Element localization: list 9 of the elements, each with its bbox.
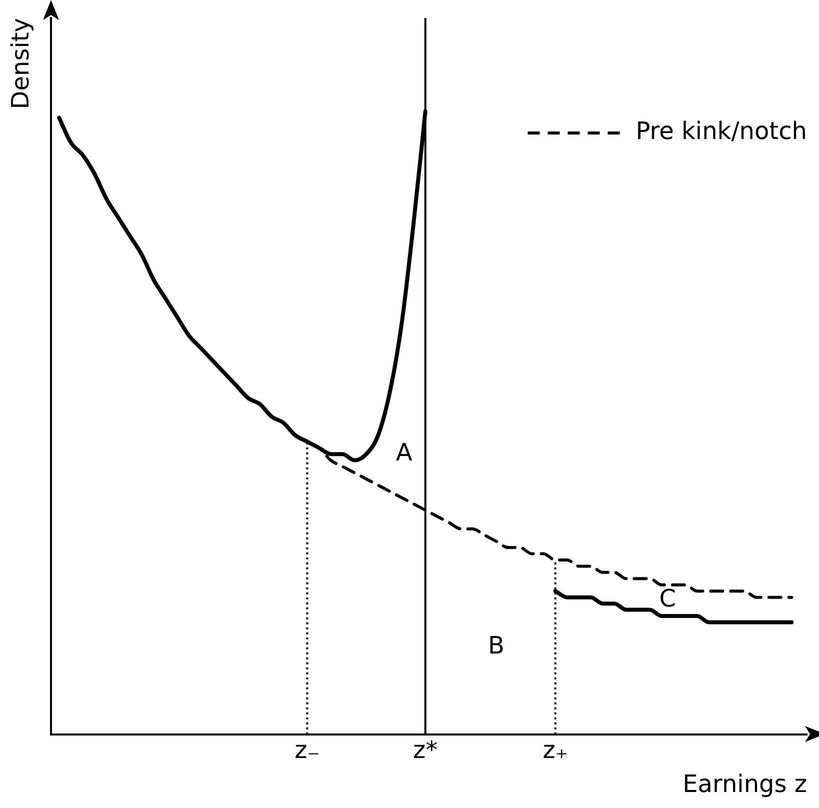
- y-axis-title: Density: [6, 18, 35, 110]
- x-tick-label: z₊: [542, 736, 568, 764]
- annotation: A: [396, 438, 413, 466]
- annotation: C: [659, 584, 676, 613]
- annotation: B: [488, 631, 504, 660]
- legend-label: Pre kink/notch: [636, 117, 808, 146]
- x-tick-label: z₋: [294, 736, 320, 764]
- x-axis-title: Earnings z: [682, 770, 807, 798]
- x-tick-label: z*: [413, 736, 438, 764]
